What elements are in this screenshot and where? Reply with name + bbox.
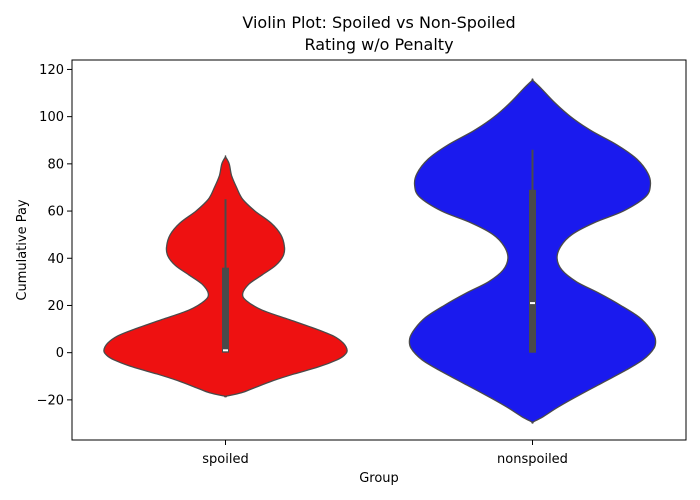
- x-tick-label-nonspoiled: nonspoiled: [497, 452, 568, 467]
- chart-title-line-2: Rating w/o Penalty: [304, 35, 453, 54]
- y-axis-label: Cumulative Pay: [15, 199, 30, 301]
- y-tick-label: 100: [39, 110, 64, 125]
- x-tick-label-spoiled: spoiled: [202, 452, 248, 467]
- iqr-box-nonspoiled: [529, 189, 536, 353]
- chart-title-line-1: Violin Plot: Spoiled vs Non-Spoiled: [242, 13, 515, 32]
- chart-title: Violin Plot: Spoiled vs Non-Spoiled Rati…: [242, 13, 515, 54]
- y-tick-label: 20: [47, 299, 64, 314]
- y-tick-label: −20: [37, 393, 64, 408]
- y-tick-label: 0: [56, 346, 64, 361]
- y-tick-label: 60: [47, 205, 64, 220]
- y-tick-label: 40: [47, 252, 64, 267]
- y-tick-label: 120: [39, 63, 64, 78]
- iqr-box-spoiled: [222, 267, 229, 353]
- plot-area: [103, 78, 657, 424]
- x-axis-label: Group: [359, 471, 399, 486]
- x-axis: spoiled nonspoiled: [202, 440, 568, 467]
- y-axis: −20 0 20 40 60 80 100 120: [37, 63, 72, 408]
- plot-frame: [71, 59, 687, 441]
- y-tick-label: 80: [47, 157, 64, 172]
